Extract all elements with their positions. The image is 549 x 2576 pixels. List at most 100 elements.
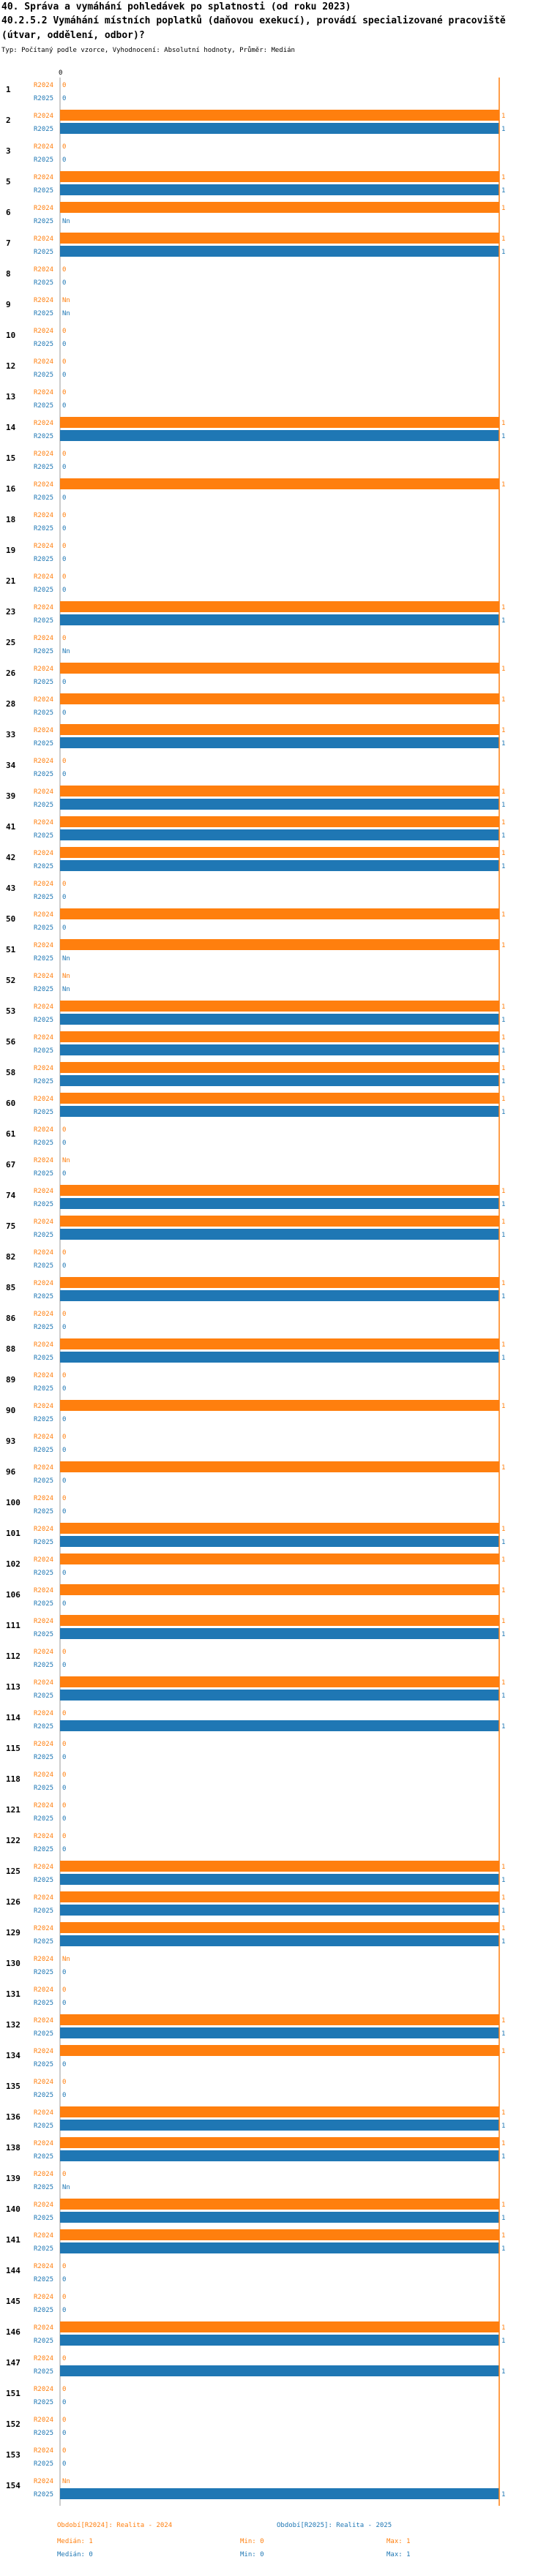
series-label: R2024 (34, 758, 53, 765)
value-label: 1 (501, 1096, 505, 1103)
bar (60, 1001, 499, 1012)
category-label: 115 (6, 1744, 20, 1753)
value-label: 1 (501, 420, 505, 427)
series-label: R2025 (34, 95, 53, 102)
value-label: 0 (62, 266, 66, 274)
value-label: 1 (501, 1355, 505, 1362)
value-label: 1 (501, 788, 505, 796)
value-label: 1 (501, 1692, 505, 1700)
value-label: 1 (501, 2140, 505, 2147)
series-label: R2025 (34, 1170, 53, 1178)
value-label: 0 (62, 2430, 66, 2437)
value-label: 1 (501, 174, 505, 181)
category-label: 125 (6, 1867, 20, 1876)
series-label: R2025 (34, 832, 53, 840)
value-label: 1 (501, 832, 505, 840)
series-label: R2024 (34, 1741, 53, 1748)
category-label: 1 (6, 85, 11, 94)
bar (60, 1198, 499, 1209)
category-label: 101 (6, 1529, 20, 1538)
series-label: R2025 (34, 1047, 53, 1055)
bar (60, 2199, 499, 2210)
bar (60, 1905, 499, 1916)
bar (60, 663, 499, 674)
series-label: R2025 (34, 2399, 53, 2406)
bar (60, 1615, 499, 1626)
bar (60, 1400, 499, 1411)
bar (60, 737, 499, 748)
value-label: 0 (62, 543, 66, 550)
chart-title: 40. Správa a vymáhání pohledávek po spla… (1, 1, 351, 12)
legend-2024-max: Max: 1 (386, 2538, 411, 2545)
category-label: 147 (6, 2358, 20, 2368)
value-label: 0 (62, 2386, 66, 2393)
bar (60, 2488, 499, 2499)
series-label: R2024 (34, 1802, 53, 1809)
value-label: 1 (501, 2017, 505, 2025)
bar (60, 860, 499, 871)
bar (60, 1290, 499, 1301)
value-label: 0 (62, 525, 66, 532)
value-label: 1 (501, 1679, 505, 1687)
series-label: R2025 (34, 218, 53, 225)
na-label: Nn (62, 1157, 70, 1164)
series-label: R2025 (34, 1877, 53, 1884)
series-label: R2024 (34, 1219, 53, 1226)
series-label: R2024 (34, 2417, 53, 2424)
value-label: 1 (501, 802, 505, 809)
value-label: 0 (62, 2079, 66, 2086)
bar (60, 1277, 499, 1288)
series-label: R2025 (34, 587, 53, 594)
value-label: 1 (501, 2245, 505, 2253)
series-label: R2024 (34, 1034, 53, 1042)
series-label: R2025 (34, 924, 53, 932)
bar (60, 799, 499, 810)
series-label: R2024 (34, 788, 53, 796)
series-label: R2025 (34, 1754, 53, 1761)
value-label: 1 (501, 666, 505, 673)
value-label: 0 (62, 2294, 66, 2301)
category-label: 122 (6, 1836, 20, 1845)
category-label: 136 (6, 2112, 20, 2122)
na-label: Nn (62, 2184, 70, 2191)
category-label: 74 (6, 1191, 16, 1200)
category-label: 89 (6, 1375, 15, 1385)
series-label: R2025 (34, 2123, 53, 2130)
na-label: Nn (62, 2478, 70, 2485)
bar (60, 478, 499, 489)
value-label: 1 (501, 2215, 505, 2222)
bar (60, 2014, 499, 2025)
series-label: R2024 (34, 389, 53, 396)
na-label: Nn (62, 310, 70, 317)
value-label: 1 (501, 2030, 505, 2038)
category-label: 10 (6, 331, 15, 340)
category-label: 13 (6, 392, 15, 402)
value-label: 0 (62, 512, 66, 519)
value-label: 1 (501, 740, 505, 747)
value-label: 1 (501, 205, 505, 212)
value-label: 0 (62, 1649, 66, 1656)
bar (60, 2321, 499, 2332)
series-label: R2024 (34, 2109, 53, 2117)
legend-2025-median: Medián: 0 (57, 2551, 93, 2558)
value-label: 0 (62, 1249, 66, 1257)
value-label: 0 (62, 1815, 66, 1823)
category-label: 43 (6, 884, 15, 893)
series-label: R2024 (34, 297, 53, 304)
na-label: Nn (62, 973, 70, 980)
value-label: 1 (501, 2123, 505, 2130)
category-label: 135 (6, 2082, 20, 2091)
value-label: 0 (62, 1741, 66, 1748)
series-label: R2025 (34, 863, 53, 870)
bar (60, 1553, 499, 1564)
value-label: 0 (62, 1372, 66, 1379)
chart-header: 40. Správa a vymáhání pohledávek po spla… (0, 0, 549, 55)
bar (60, 847, 499, 858)
category-label: 6 (6, 208, 11, 217)
series-label: R2024 (34, 2263, 53, 2270)
series-label: R2025 (34, 2153, 53, 2161)
series-label: R2025 (34, 2061, 53, 2068)
category-label: 146 (6, 2327, 20, 2337)
value-label: 0 (62, 2092, 66, 2099)
